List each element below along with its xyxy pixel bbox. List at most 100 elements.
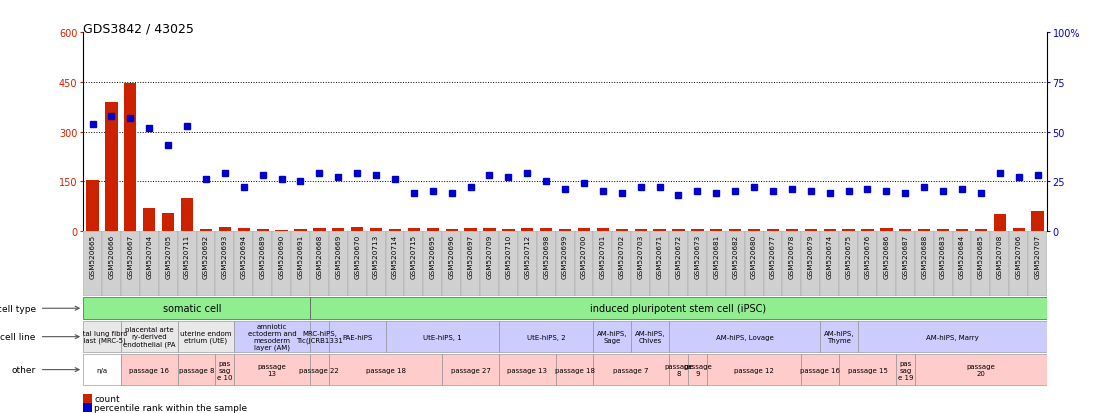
- FancyBboxPatch shape: [915, 231, 934, 297]
- FancyBboxPatch shape: [934, 231, 953, 297]
- FancyBboxPatch shape: [177, 354, 215, 385]
- Text: GSM520674: GSM520674: [827, 235, 833, 279]
- Text: passage 18: passage 18: [366, 367, 406, 373]
- FancyBboxPatch shape: [461, 231, 480, 297]
- FancyBboxPatch shape: [707, 354, 801, 385]
- FancyBboxPatch shape: [121, 354, 177, 385]
- Text: passage
8: passage 8: [664, 363, 692, 376]
- FancyBboxPatch shape: [177, 321, 234, 352]
- FancyBboxPatch shape: [310, 231, 329, 297]
- Text: GSM520673: GSM520673: [695, 235, 700, 279]
- Text: passage 12: passage 12: [735, 367, 774, 373]
- Text: GSM520677: GSM520677: [770, 235, 776, 279]
- Bar: [710, 230, 722, 231]
- Text: GSM520709: GSM520709: [486, 235, 492, 279]
- FancyBboxPatch shape: [594, 354, 669, 385]
- Text: passage
20: passage 20: [966, 363, 995, 376]
- FancyBboxPatch shape: [555, 354, 594, 385]
- FancyBboxPatch shape: [215, 231, 234, 297]
- Text: amniotic
ectoderm and
mesoderm
layer (AM): amniotic ectoderm and mesoderm layer (AM…: [248, 323, 297, 351]
- Text: GSM520712: GSM520712: [524, 235, 531, 279]
- Text: GSM520666: GSM520666: [109, 235, 114, 279]
- Text: GSM520705: GSM520705: [165, 235, 171, 279]
- Text: pas
sag
e 10: pas sag e 10: [217, 360, 233, 380]
- FancyBboxPatch shape: [348, 231, 367, 297]
- Bar: [919, 230, 931, 231]
- FancyBboxPatch shape: [102, 231, 121, 297]
- Text: induced pluripotent stem cell (iPSC): induced pluripotent stem cell (iPSC): [591, 304, 767, 313]
- Bar: [502, 229, 514, 231]
- Text: GDS3842 / 43025: GDS3842 / 43025: [83, 23, 194, 36]
- Bar: [786, 230, 798, 231]
- FancyBboxPatch shape: [820, 321, 858, 352]
- FancyBboxPatch shape: [839, 231, 858, 297]
- Text: GSM520681: GSM520681: [714, 235, 719, 279]
- FancyBboxPatch shape: [254, 231, 273, 297]
- Bar: [540, 229, 552, 231]
- Text: passage
9: passage 9: [683, 363, 711, 376]
- FancyBboxPatch shape: [858, 231, 876, 297]
- Bar: [975, 229, 987, 231]
- Bar: [597, 229, 609, 231]
- Bar: [654, 230, 666, 231]
- FancyBboxPatch shape: [632, 321, 669, 352]
- Text: GSM520706: GSM520706: [1016, 235, 1022, 279]
- Text: GSM520686: GSM520686: [883, 235, 890, 279]
- Text: UtE-hiPS, 2: UtE-hiPS, 2: [527, 334, 565, 340]
- FancyBboxPatch shape: [820, 231, 839, 297]
- Text: GSM520715: GSM520715: [411, 235, 417, 279]
- FancyBboxPatch shape: [953, 231, 972, 297]
- Bar: [199, 230, 212, 231]
- FancyBboxPatch shape: [555, 231, 575, 297]
- Bar: [521, 228, 533, 231]
- Text: AM-hiPS,
Chives: AM-hiPS, Chives: [635, 330, 666, 343]
- FancyBboxPatch shape: [801, 231, 820, 297]
- FancyBboxPatch shape: [386, 231, 404, 297]
- FancyBboxPatch shape: [594, 321, 632, 352]
- FancyBboxPatch shape: [688, 354, 707, 385]
- Text: AM-hiPS, Lovage: AM-hiPS, Lovage: [716, 334, 773, 340]
- FancyBboxPatch shape: [876, 231, 896, 297]
- Text: passage 16: passage 16: [130, 367, 170, 373]
- Bar: [748, 229, 760, 231]
- Bar: [616, 229, 628, 231]
- FancyBboxPatch shape: [839, 354, 896, 385]
- Bar: [880, 229, 893, 231]
- Text: placental arte
ry-derived
endothelial (PA: placental arte ry-derived endothelial (P…: [123, 327, 175, 347]
- Text: GSM520678: GSM520678: [789, 235, 794, 279]
- FancyBboxPatch shape: [367, 231, 386, 297]
- Bar: [427, 229, 439, 231]
- Text: GSM520704: GSM520704: [146, 235, 152, 279]
- FancyBboxPatch shape: [234, 231, 254, 297]
- FancyBboxPatch shape: [688, 231, 707, 297]
- Bar: [842, 230, 854, 231]
- Text: UtE-hiPS, 1: UtE-hiPS, 1: [423, 334, 462, 340]
- FancyBboxPatch shape: [669, 231, 688, 297]
- Text: GSM520694: GSM520694: [240, 235, 247, 279]
- Text: GSM520701: GSM520701: [599, 235, 606, 279]
- FancyBboxPatch shape: [83, 321, 121, 352]
- Text: GSM520698: GSM520698: [543, 235, 550, 279]
- Bar: [558, 229, 572, 231]
- Text: AM-hiPS, Marry: AM-hiPS, Marry: [926, 334, 979, 340]
- Text: GSM520697: GSM520697: [468, 235, 473, 279]
- FancyBboxPatch shape: [499, 354, 555, 385]
- Text: count: count: [94, 394, 120, 404]
- Bar: [181, 198, 193, 231]
- Text: PAE-hiPS: PAE-hiPS: [342, 334, 372, 340]
- Bar: [861, 230, 873, 231]
- Text: GSM520688: GSM520688: [921, 235, 927, 279]
- Bar: [124, 84, 136, 231]
- Text: n/a: n/a: [96, 367, 107, 373]
- Text: GSM520690: GSM520690: [278, 235, 285, 279]
- FancyBboxPatch shape: [858, 321, 1047, 352]
- FancyBboxPatch shape: [782, 231, 801, 297]
- Bar: [86, 180, 99, 231]
- Text: uterine endom
etrium (UtE): uterine endom etrium (UtE): [181, 330, 232, 344]
- Text: GSM520693: GSM520693: [222, 235, 228, 279]
- Text: cell line: cell line: [0, 332, 35, 341]
- FancyBboxPatch shape: [915, 354, 1047, 385]
- FancyBboxPatch shape: [632, 231, 650, 297]
- FancyBboxPatch shape: [669, 321, 820, 352]
- Text: GSM520695: GSM520695: [430, 235, 435, 279]
